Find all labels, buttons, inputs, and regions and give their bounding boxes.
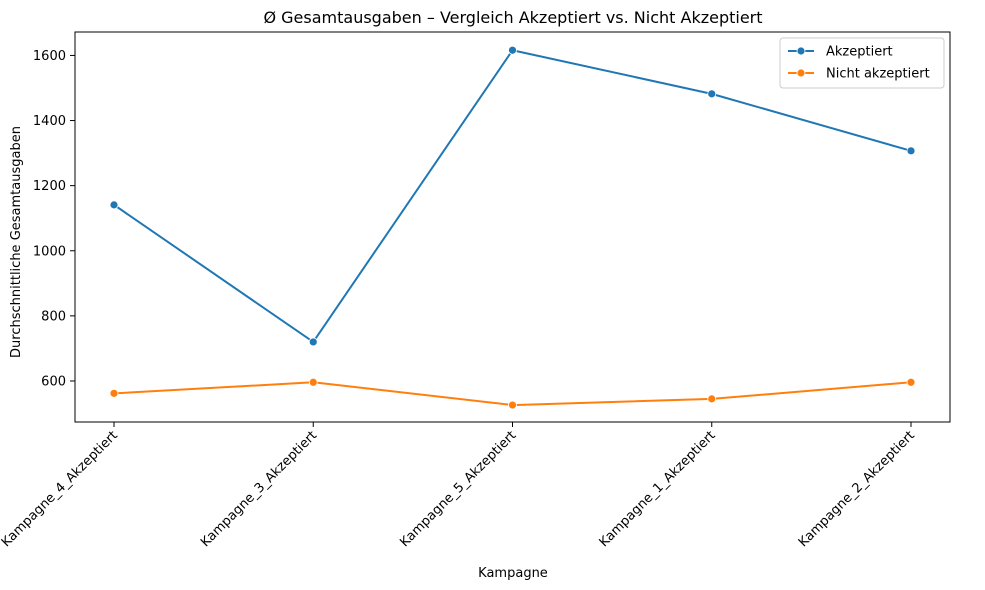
plot-frame bbox=[74, 31, 951, 423]
data-point bbox=[906, 146, 916, 156]
y-tick-label: 1600 bbox=[33, 49, 66, 64]
series-akzeptiert bbox=[109, 45, 916, 347]
y-tick-label: 600 bbox=[41, 374, 66, 389]
legend: Akzeptiert Nicht akzeptiert bbox=[779, 37, 945, 89]
data-point bbox=[109, 388, 119, 398]
data-point bbox=[707, 89, 717, 99]
legend-marker bbox=[796, 46, 806, 56]
data-point bbox=[508, 400, 517, 410]
data-point bbox=[508, 45, 517, 55]
x-tick-label: Kampagne_4_Akzeptiert bbox=[0, 428, 121, 550]
y-tick-label: 1000 bbox=[33, 244, 66, 259]
x-tick-label: Kampagne_2_Akzeptiert bbox=[796, 428, 918, 550]
data-point bbox=[906, 377, 916, 387]
data-point bbox=[109, 200, 119, 210]
legend-frame bbox=[779, 37, 945, 89]
y-tick-label: 800 bbox=[41, 309, 66, 324]
x-axis: Kampagne_4_Akzeptiert Kampagne_3_Akzeptie… bbox=[0, 422, 918, 550]
series-nicht-akzeptiert bbox=[109, 377, 916, 410]
x-tick-label: Kampagne_3_Akzeptiert bbox=[198, 428, 320, 550]
y-axis: 600 800 1000 1200 1400 1600 bbox=[33, 49, 75, 389]
series-line bbox=[113, 49, 912, 343]
legend-item: Nicht akzeptiert bbox=[788, 67, 930, 82]
y-axis-title: Durchschnittliche Gesamtausgaben bbox=[9, 126, 24, 358]
series-layer bbox=[109, 45, 916, 410]
y-tick-label: 1400 bbox=[33, 114, 66, 129]
chart-title: Ø Gesamtausgaben – Vergleich Akzeptiert … bbox=[263, 8, 762, 27]
data-point bbox=[308, 337, 318, 347]
data-point bbox=[308, 377, 318, 387]
x-tick-label: Kampagne_1_Akzeptiert bbox=[597, 428, 719, 550]
legend-marker bbox=[796, 68, 806, 78]
x-tick-label: Kampagne_5_Akzeptiert bbox=[397, 428, 519, 550]
legend-label: Akzeptiert bbox=[826, 45, 893, 60]
legend-item: Akzeptiert bbox=[788, 45, 893, 60]
legend-label: Nicht akzeptiert bbox=[826, 67, 930, 82]
data-point bbox=[707, 394, 717, 404]
y-tick-label: 1200 bbox=[33, 179, 66, 194]
x-axis-title: Kampagne bbox=[478, 566, 548, 581]
